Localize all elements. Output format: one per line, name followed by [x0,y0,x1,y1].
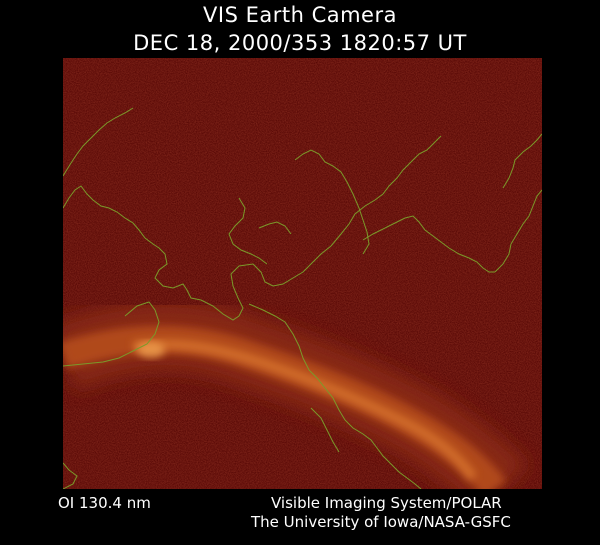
camera-title: VIS Earth Camera [203,3,397,27]
continent-coastlines [63,107,542,489]
institution-credit: The University of Iowa/NASA-GSFC [251,513,511,531]
observation-datetime: DEC 18, 2000/353 1820:57 UT [133,31,467,55]
aurora-oval [63,301,529,489]
wavelength-label: OI 130.4 nm [58,494,151,512]
earth-image [63,58,542,489]
system-credit: Visible Imaging System/POLAR [271,494,502,512]
